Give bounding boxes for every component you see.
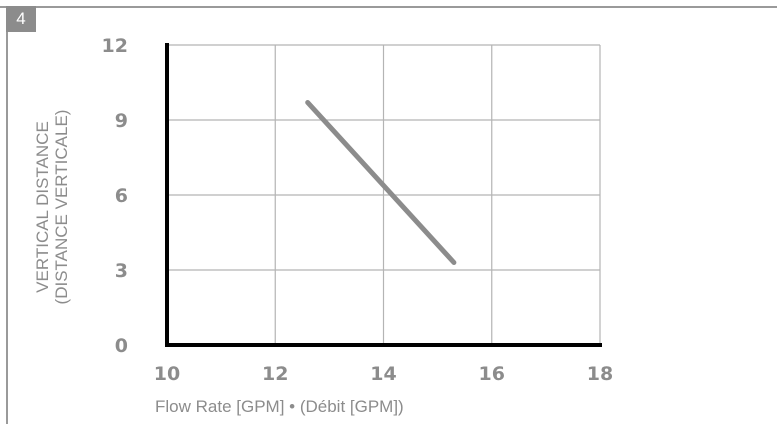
x-tick-label: 12 [262,363,288,385]
y-tick-label: 0 [115,335,128,357]
series-line [305,100,457,265]
x-axis-title: Flow Rate [GPM] • (Débit [GPM]) [155,397,404,416]
x-tick-label: 14 [370,363,396,385]
y-axis-title-line: VERTICAL DISTANCE [33,121,52,293]
axes [165,43,602,347]
y-tick-label: 9 [115,110,128,132]
y-tick-label: 3 [115,260,128,282]
grid-lines [167,44,601,345]
y-tick-label: 6 [115,185,128,207]
y-tick-label: 12 [102,35,128,57]
x-tick-label: 16 [479,363,505,385]
tick-labels: 10 12 14 16 18 0 3 6 9 12 [102,35,614,385]
y-axis-title: VERTICAL DISTANCE (DISTANCE VERTICALE) [33,110,71,305]
data-series [305,100,457,265]
x-tick-label: 10 [154,363,180,385]
frame-top-border [0,6,777,8]
x-tick-label: 18 [587,363,613,385]
figure-number-badge: 4 [6,6,36,32]
y-axis-title-line: (DISTANCE VERTICALE) [52,110,71,305]
frame-left-border [6,6,8,424]
